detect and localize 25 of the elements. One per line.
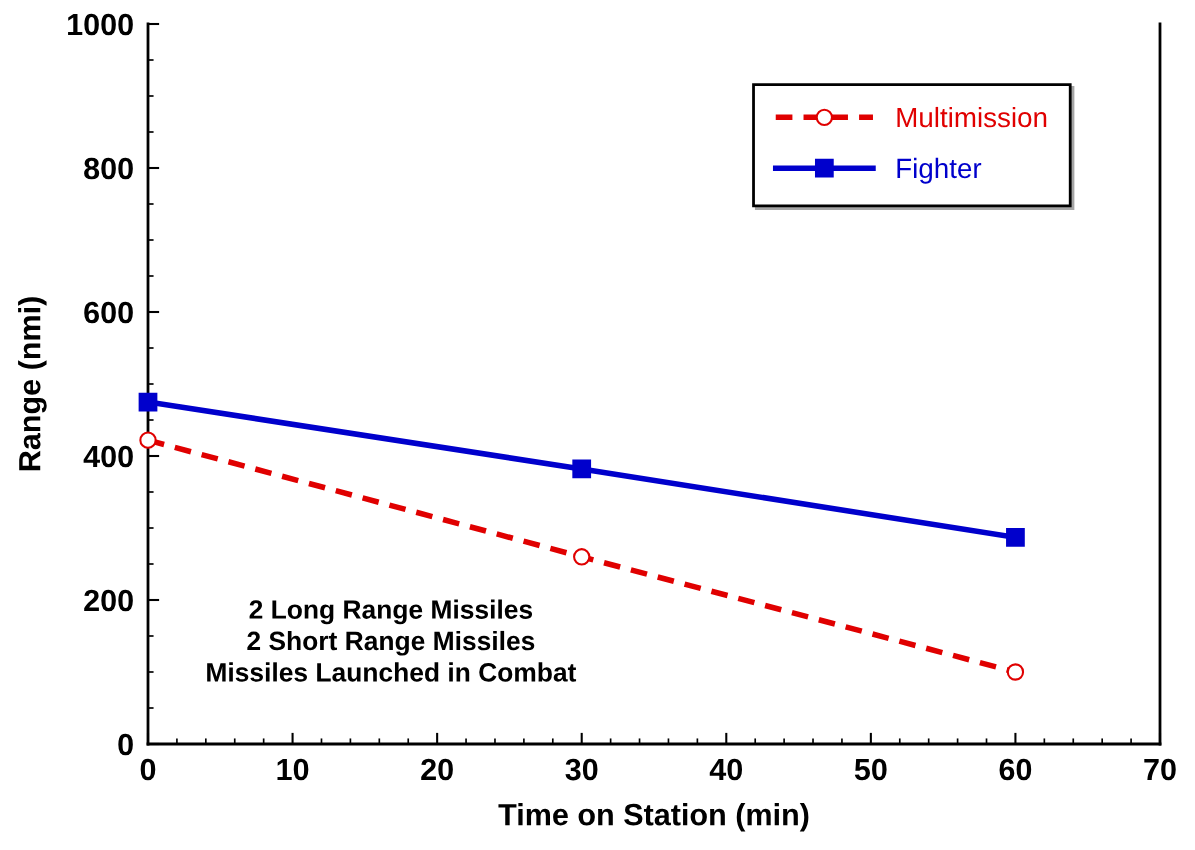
point — [1006, 527, 1025, 547]
x-tick-label: 30 — [565, 758, 598, 781]
x-tick-label: 70 — [1144, 758, 1176, 781]
x-tick-label: 60 — [999, 758, 1032, 781]
point — [573, 548, 591, 566]
x-tick-label: 40 — [709, 758, 743, 781]
y-tick-label: 400 — [83, 445, 133, 468]
y-tick-label: 0 — [118, 733, 133, 756]
point — [139, 431, 157, 449]
point — [138, 392, 158, 412]
y-tick-label: 1000 — [68, 13, 133, 36]
y-tick-label: 800 — [84, 157, 133, 180]
x-tick-label: 10 — [277, 758, 309, 781]
x-tick-label: 20 — [421, 758, 453, 781]
x-tick-label: 0 — [140, 758, 156, 781]
x-tick-label: 50 — [854, 758, 887, 781]
y-axis-title: Range (nmi) — [18, 297, 47, 471]
point — [1006, 663, 1025, 681]
annotation: 2 Long Range Missiles 2 Short Range Missiles Missiles Launched in Combat — [207, 599, 577, 682]
y-tick-label: 600 — [84, 301, 133, 324]
legend-label: Fighter — [897, 157, 982, 184]
x-axis-title: Time on Station (min) — [498, 803, 809, 832]
legend-label: Multimission — [897, 106, 1047, 128]
point — [572, 459, 592, 479]
y-tick-label: 200 — [84, 589, 133, 612]
